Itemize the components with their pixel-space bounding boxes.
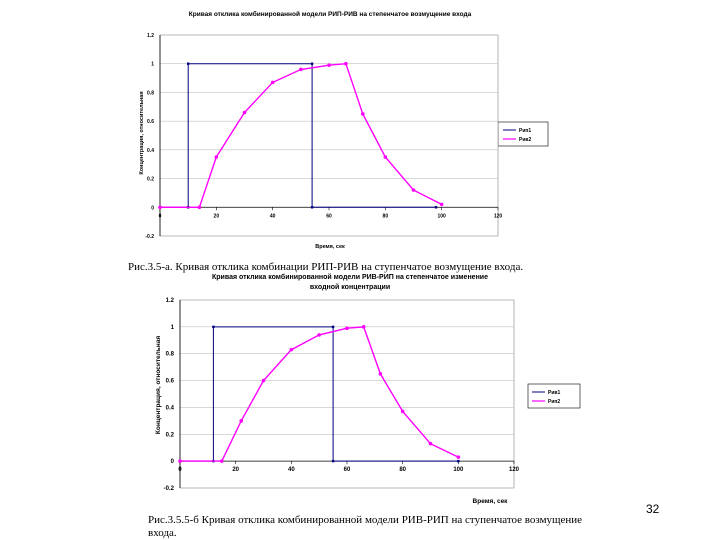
x-axis-label: Время, сек — [315, 244, 345, 250]
data-point — [310, 206, 314, 209]
y-tick-label: 0.8 — [166, 352, 175, 358]
y-tick-label: 1.2 — [147, 33, 154, 39]
series-line-2 — [180, 326, 459, 462]
x-tick-label: 60 — [344, 467, 351, 473]
data-point — [261, 378, 266, 383]
x-tick-label: 20 — [232, 467, 239, 473]
data-point — [378, 372, 383, 376]
page-number: 32 — [646, 502, 660, 516]
data-point — [317, 333, 321, 337]
x-tick-label: 120 — [509, 467, 520, 473]
series-line-2 — [160, 62, 443, 208]
data-point — [270, 80, 275, 85]
y-tick-label: 1 — [151, 62, 154, 68]
legend-label-series-2: Рип2 — [548, 399, 560, 405]
y-tick-label: 0.6 — [166, 379, 175, 385]
data-point — [219, 459, 224, 463]
data-point — [383, 155, 388, 159]
data-point — [457, 459, 460, 463]
data-point — [158, 205, 162, 210]
data-point — [242, 110, 247, 115]
y-tick-label: 0.4 — [147, 148, 154, 154]
data-point — [344, 61, 348, 66]
data-point — [400, 409, 405, 414]
x-axis-label: Время, сек — [473, 498, 509, 505]
y-tick-label: 0.6 — [147, 119, 154, 125]
x-tick-label: 20 — [214, 213, 220, 219]
x-tick-label: 100 — [453, 467, 464, 473]
x-tick-label: 80 — [383, 213, 389, 219]
data-point — [197, 205, 202, 210]
legend-box — [527, 383, 581, 409]
data-point — [434, 206, 438, 209]
x-tick-label: 100 — [437, 213, 446, 219]
legend-label-series-1: Рип1 — [519, 128, 531, 134]
data-point — [299, 67, 303, 72]
x-tick-label: 80 — [399, 467, 406, 473]
y-tick-label: 1.2 — [166, 298, 175, 304]
data-point — [439, 202, 444, 207]
y-axis-label: Концентрация, относительная — [155, 336, 162, 434]
data-point — [331, 325, 335, 329]
data-point — [239, 419, 244, 423]
y-tick-label: -0.2 — [164, 486, 175, 492]
y-tick-label: -0.2 — [145, 234, 154, 240]
data-point — [361, 112, 365, 116]
chart-title: Кривая отклика комбинированной модели РИ… — [189, 10, 472, 18]
data-point — [345, 326, 349, 331]
data-point — [289, 347, 294, 352]
data-point — [456, 455, 461, 459]
y-tick-label: 0 — [151, 205, 154, 211]
x-tick-label: 40 — [270, 213, 276, 219]
y-axis-label: Концентрация, относительная — [139, 91, 145, 174]
chart-title-line-2: входной концентрации — [310, 283, 390, 291]
figure-caption-b: Рис.3.5.5-б Кривая отклика комбинированн… — [148, 514, 583, 539]
figure-caption-a: Рис.3.5-а. Кривая отклика комбинации РИП… — [128, 261, 524, 273]
data-point — [186, 62, 190, 65]
data-point — [214, 155, 219, 159]
y-tick-label: 0.8 — [147, 90, 154, 96]
data-point — [331, 459, 335, 463]
data-point — [178, 459, 182, 463]
data-point — [327, 63, 331, 67]
data-point — [428, 441, 433, 446]
x-tick-label: 60 — [326, 213, 332, 219]
y-tick-label: 0.2 — [147, 177, 154, 183]
chart-pip-piv: Кривая отклика комбинированной модели РИ… — [139, 10, 549, 250]
data-point — [310, 62, 314, 65]
x-tick-label: 40 — [288, 467, 295, 473]
data-point — [411, 188, 416, 192]
legend-label-series-1: Рив1 — [548, 390, 560, 396]
chart-title-line-1: Кривая отклика комбинированной модели РИ… — [212, 273, 488, 281]
y-tick-label: 0.4 — [166, 405, 175, 411]
y-tick-label: 0 — [171, 459, 175, 465]
data-point — [212, 325, 215, 329]
y-tick-label: 0.2 — [166, 432, 175, 438]
data-point — [361, 325, 366, 329]
legend-label-series-2: Рив2 — [519, 137, 531, 143]
chart-piv-pip: Кривая отклика комбинированной модели РИ… — [155, 273, 581, 505]
y-tick-label: 1 — [171, 325, 175, 331]
legend-box — [497, 121, 549, 147]
x-tick-label: 120 — [494, 213, 503, 219]
